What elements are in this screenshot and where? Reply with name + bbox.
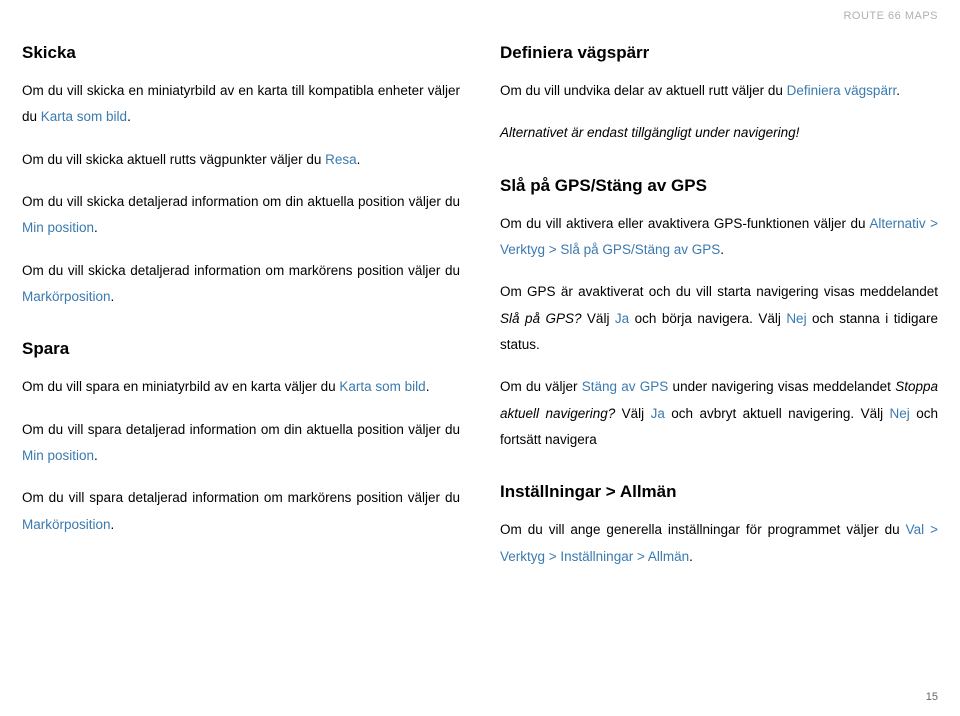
content-columns: Skicka Om du vill skicka en miniatyrbild…: [0, 0, 960, 586]
heading-skicka: Skicka: [22, 42, 460, 64]
para: Om du vill undvika delar av aktuell rutt…: [500, 78, 938, 104]
para: Om du vill spara detaljerad information …: [22, 417, 460, 470]
para: Om du vill skicka detaljerad information…: [22, 258, 460, 311]
left-column: Skicka Om du vill skicka en miniatyrbild…: [22, 42, 460, 586]
right-column: Definiera vägspärr Om du vill undvika de…: [500, 42, 938, 586]
para: Om du vill spara en miniatyrbild av en k…: [22, 374, 460, 400]
para: Om du vill spara detaljerad information …: [22, 485, 460, 538]
para: Om du vill skicka detaljerad information…: [22, 189, 460, 242]
heading-installningar: Inställningar > Allmän: [500, 481, 938, 503]
heading-spara: Spara: [22, 338, 460, 360]
page-number: 15: [926, 687, 938, 708]
para: Om du väljer Stäng av GPS under navigeri…: [500, 374, 938, 453]
para: Om du vill skicka en miniatyrbild av en …: [22, 78, 460, 131]
para: Om du vill ange generella inställningar …: [500, 517, 938, 570]
para: Om du vill skicka aktuell rutts vägpunkt…: [22, 147, 460, 173]
para-italic: Alternativet är endast tillgängligt unde…: [500, 120, 938, 146]
heading-gps: Slå på GPS/Stäng av GPS: [500, 175, 938, 197]
page-header: ROUTE 66 MAPS: [843, 6, 938, 27]
para: Om GPS är avaktiverat och du vill starta…: [500, 279, 938, 358]
heading-definiera: Definiera vägspärr: [500, 42, 938, 64]
para: Om du vill aktivera eller avaktivera GPS…: [500, 211, 938, 264]
